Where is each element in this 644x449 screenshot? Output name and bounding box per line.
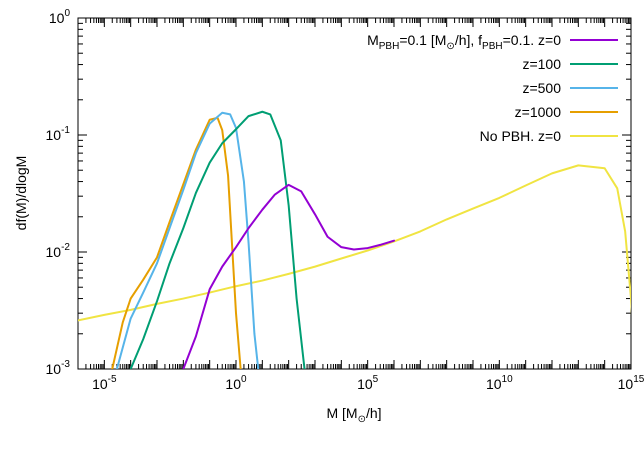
legend: MPBH=0.1 [M⊙/h], fPBH=0.1. z=0 z=100 z=500…: [367, 32, 618, 144]
legend-label-3: z=1000: [515, 104, 562, 120]
y-tick-label: 10-1: [46, 125, 71, 143]
legend-label-0: MPBH=0.1 [M⊙/h], fPBH=0.1. z=0: [367, 32, 561, 52]
x-tick-label: 100: [225, 374, 247, 392]
legend-label-1: z=100: [522, 56, 561, 72]
series-line-2: [115, 111, 260, 369]
y-tick-label: 100: [49, 8, 71, 26]
y-tick-label: 10-2: [46, 242, 71, 260]
y-axis-label: df(M)/dlogM: [13, 156, 29, 231]
x-tick-label: 105: [357, 374, 379, 392]
axis-ticks: 10-5 100 105 1010 1015 10-3 10-2 10-1 100: [46, 8, 644, 392]
legend-label-2: z=500: [522, 80, 561, 96]
series-line-0: [182, 183, 395, 369]
x-axis-label: M [M⊙/h]: [326, 405, 381, 425]
plot-frame: [77, 17, 632, 370]
series-lines: [78, 110, 631, 369]
series-line-3: [111, 116, 242, 369]
legend-label-4: No PBH. z=0: [480, 128, 562, 144]
x-tick-label: 10-5: [92, 374, 117, 392]
series-line-1: [129, 110, 306, 369]
y-tick-label: 10-3: [46, 359, 71, 377]
x-tick-label: 1010: [486, 374, 513, 392]
series-line-4: [78, 164, 631, 322]
x-tick-label: 1015: [618, 374, 644, 392]
